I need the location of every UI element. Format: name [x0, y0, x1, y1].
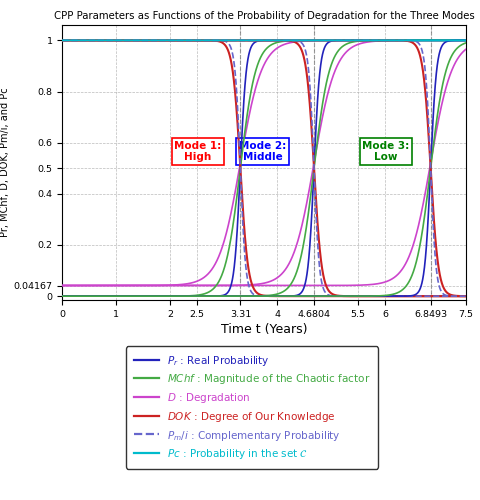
Legend: $P_r$ : Real Probability, $MChf$ : Magnitude of the Chaotic factor, $D$ : Degrad: $P_r$ : Real Probability, $MChf$ : Magni… — [126, 346, 378, 469]
Text: Mode 2:
Middle: Mode 2: Middle — [239, 141, 286, 163]
X-axis label: Time t (Years): Time t (Years) — [221, 323, 307, 336]
Text: Mode 3:
Low: Mode 3: Low — [362, 141, 409, 163]
Y-axis label: Pr, MChf, D, DOK, Pm/i, and Pc: Pr, MChf, D, DOK, Pm/i, and Pc — [0, 88, 10, 238]
Title: CPP Parameters as Functions of the Probability of Degradation for the Three Mode: CPP Parameters as Functions of the Proba… — [54, 12, 474, 22]
Text: Mode 1:
High: Mode 1: High — [174, 141, 221, 163]
